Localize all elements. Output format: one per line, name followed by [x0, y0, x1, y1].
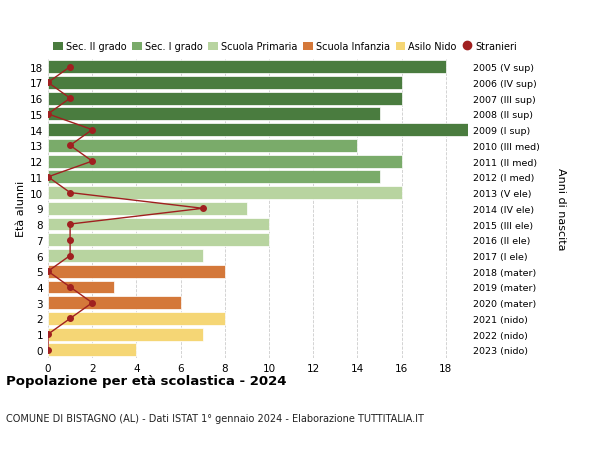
Bar — [48, 187, 401, 200]
Legend: Sec. II grado, Sec. I grado, Scuola Primaria, Scuola Infanzia, Asilo Nido, Stran: Sec. II grado, Sec. I grado, Scuola Prim… — [53, 42, 517, 52]
Bar — [48, 297, 181, 309]
Bar — [48, 155, 401, 168]
Bar — [48, 250, 203, 263]
Bar — [48, 77, 401, 90]
Text: COMUNE DI BISTAGNO (AL) - Dati ISTAT 1° gennaio 2024 - Elaborazione TUTTITALIA.I: COMUNE DI BISTAGNO (AL) - Dati ISTAT 1° … — [6, 413, 424, 423]
Bar — [48, 234, 269, 246]
Bar — [48, 61, 446, 74]
Bar — [48, 108, 380, 121]
Bar — [48, 92, 401, 106]
Bar — [48, 328, 203, 341]
Y-axis label: Anni di nascita: Anni di nascita — [556, 168, 566, 250]
Y-axis label: Età alunni: Età alunni — [16, 181, 26, 237]
Bar — [48, 281, 115, 294]
Bar — [48, 140, 358, 152]
Text: Popolazione per età scolastica - 2024: Popolazione per età scolastica - 2024 — [6, 374, 287, 387]
Bar — [48, 312, 225, 325]
Bar — [48, 265, 225, 278]
Bar — [48, 124, 468, 137]
Bar — [48, 202, 247, 215]
Bar — [48, 344, 136, 357]
Bar — [48, 218, 269, 231]
Bar — [48, 171, 380, 184]
